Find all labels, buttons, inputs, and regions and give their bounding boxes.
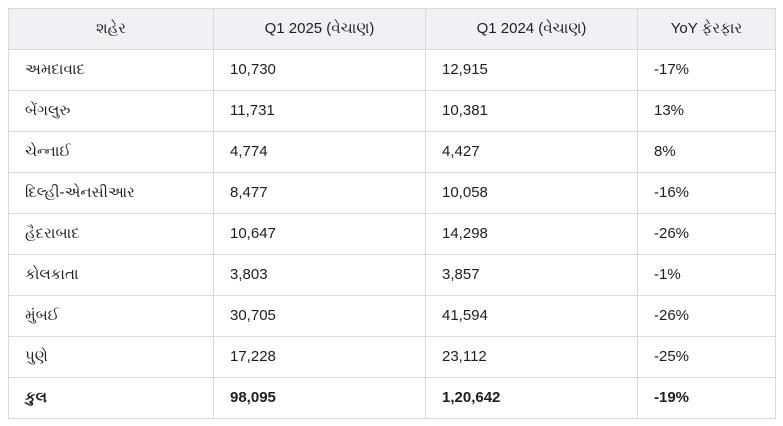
- cell-q1-2024: 4,427: [425, 131, 638, 173]
- cell-yoy: -25%: [637, 336, 776, 378]
- table-body: અમદાવાદ 10,730 12,915 -17% બેંગલુરુ 11,7…: [8, 49, 776, 419]
- cell-q1-2024: 12,915: [425, 49, 638, 91]
- cell-q1-2024: 41,594: [425, 295, 638, 337]
- cell-q1-2024: 10,058: [425, 172, 638, 214]
- cell-q1-2025: 8,477: [213, 172, 426, 214]
- table-row: ચેન્નાઈ 4,774 4,427 8%: [8, 131, 776, 173]
- city-sales-table: શહેર Q1 2025 (વેચાણ) Q1 2024 (વેચાણ) YoY…: [8, 8, 776, 419]
- header-city: શહેર: [8, 8, 214, 50]
- cell-total-label: કુલ: [8, 377, 214, 419]
- header-yoy: YoY ફેરફાર: [637, 8, 776, 50]
- table-row: મુંબઈ 30,705 41,594 -26%: [8, 295, 776, 337]
- cell-yoy: 8%: [637, 131, 776, 173]
- cell-yoy: -1%: [637, 254, 776, 296]
- cell-q1-2025: 30,705: [213, 295, 426, 337]
- cell-total-q1-2025: 98,095: [213, 377, 426, 419]
- cell-city: દિલ્હી-એનસીઆર: [8, 172, 214, 214]
- cell-q1-2025: 4,774: [213, 131, 426, 173]
- header-q1-2024: Q1 2024 (વેચાણ): [425, 8, 638, 50]
- cell-q1-2025: 10,647: [213, 213, 426, 255]
- cell-q1-2024: 23,112: [425, 336, 638, 378]
- table-row: હૈદરાબાદ 10,647 14,298 -26%: [8, 213, 776, 255]
- cell-city: ચેન્નાઈ: [8, 131, 214, 173]
- cell-city: અમદાવાદ: [8, 49, 214, 91]
- header-q1-2025: Q1 2025 (વેચાણ): [213, 8, 426, 50]
- cell-q1-2024: 3,857: [425, 254, 638, 296]
- cell-total-yoy: -19%: [637, 377, 776, 419]
- cell-yoy: -26%: [637, 213, 776, 255]
- cell-city: બેંગલુરુ: [8, 90, 214, 132]
- cell-city: પુણે: [8, 336, 214, 378]
- table-row: બેંગલુરુ 11,731 10,381 13%: [8, 90, 776, 132]
- table-header: શહેર Q1 2025 (વેચાણ) Q1 2024 (વેચાણ) YoY…: [8, 8, 776, 50]
- table-row: પુણે 17,228 23,112 -25%: [8, 336, 776, 378]
- cell-yoy: -17%: [637, 49, 776, 91]
- cell-q1-2025: 10,730: [213, 49, 426, 91]
- table-total-row: કુલ 98,095 1,20,642 -19%: [8, 377, 776, 419]
- cell-q1-2025: 11,731: [213, 90, 426, 132]
- table-row: દિલ્હી-એનસીઆર 8,477 10,058 -16%: [8, 172, 776, 214]
- cell-city: મુંબઈ: [8, 295, 214, 337]
- cell-city: કોલકાતા: [8, 254, 214, 296]
- table-row: અમદાવાદ 10,730 12,915 -17%: [8, 49, 776, 91]
- cell-yoy: -26%: [637, 295, 776, 337]
- cell-yoy: -16%: [637, 172, 776, 214]
- cell-q1-2024: 10,381: [425, 90, 638, 132]
- cell-city: હૈદરાબાદ: [8, 213, 214, 255]
- header-row: શહેર Q1 2025 (વેચાણ) Q1 2024 (વેચાણ) YoY…: [8, 8, 776, 50]
- cell-q1-2025: 3,803: [213, 254, 426, 296]
- table-row: કોલકાતા 3,803 3,857 -1%: [8, 254, 776, 296]
- cell-yoy: 13%: [637, 90, 776, 132]
- cell-q1-2024: 14,298: [425, 213, 638, 255]
- cell-q1-2025: 17,228: [213, 336, 426, 378]
- cell-total-q1-2024: 1,20,642: [425, 377, 638, 419]
